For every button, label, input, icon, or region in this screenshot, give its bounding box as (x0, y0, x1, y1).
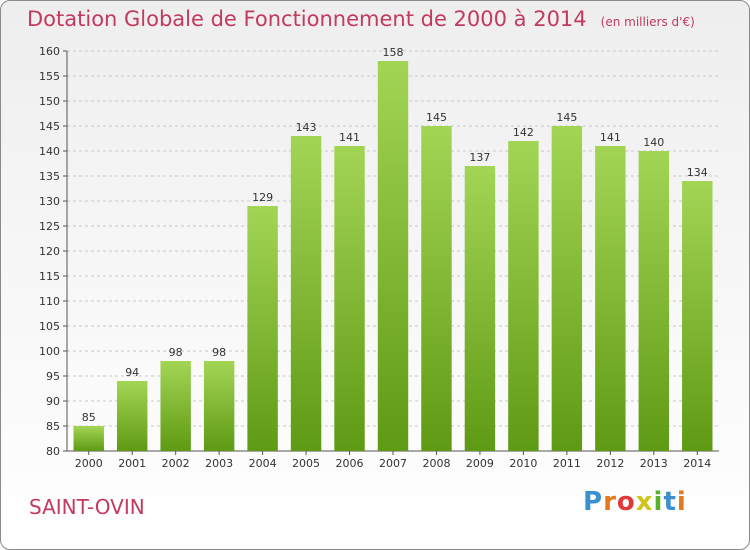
logo-letter: r (603, 487, 617, 517)
chart-title: Dotation Globale de Fonctionnement de 20… (27, 7, 695, 31)
logo-letter: o (616, 487, 636, 517)
bar-value-label: 98 (169, 346, 183, 359)
bar-value-label: 141 (600, 131, 621, 144)
y-tick-label: 115 (39, 270, 60, 283)
bar-value-label: 129 (252, 191, 273, 204)
bar (421, 126, 452, 451)
bar-value-label: 145 (556, 111, 577, 124)
y-tick-label: 140 (39, 145, 60, 158)
bar (595, 146, 626, 451)
bar-value-label: 137 (469, 151, 490, 164)
bar-value-label: 94 (125, 366, 139, 379)
bar (203, 361, 235, 451)
bar (160, 361, 191, 451)
bar (638, 151, 670, 451)
bar-value-label: 145 (426, 111, 447, 124)
x-tick-label: 2010 (509, 457, 537, 470)
bar (377, 61, 409, 451)
chart-title-text: Dotation Globale de Fonctionnement de 20… (27, 7, 587, 31)
x-tick-label: 2011 (553, 457, 581, 470)
x-tick-label: 2008 (422, 457, 450, 470)
y-tick-label: 125 (39, 220, 60, 233)
x-tick-label: 2006 (336, 457, 364, 470)
y-tick-label: 135 (39, 170, 60, 183)
x-tick-label: 2005 (292, 457, 320, 470)
x-tick-label: 2013 (640, 457, 668, 470)
bar (682, 181, 713, 451)
y-tick-label: 130 (39, 195, 60, 208)
logo-letter: x (635, 487, 654, 517)
y-tick-label: 80 (46, 445, 60, 458)
bar-value-label: 142 (513, 126, 534, 139)
logo-letter: i (653, 487, 664, 517)
y-tick-label: 100 (39, 345, 60, 358)
logo-letter: t (663, 487, 677, 517)
y-tick-label: 110 (39, 295, 60, 308)
y-tick-label: 85 (46, 420, 60, 433)
x-tick-label: 2002 (162, 457, 190, 470)
y-tick-label: 145 (39, 120, 60, 133)
y-tick-label: 90 (46, 395, 60, 408)
bar (73, 426, 104, 451)
y-tick-label: 155 (39, 70, 60, 83)
bar-value-label: 134 (687, 166, 708, 179)
x-tick-label: 2007 (379, 457, 407, 470)
bar (551, 126, 583, 451)
chart-unit: (en milliers d'€) (600, 15, 695, 29)
x-tick-label: 2001 (118, 457, 146, 470)
y-tick-label: 150 (39, 95, 60, 108)
proxiti-logo: Proxiti (583, 487, 687, 517)
x-tick-label: 2012 (596, 457, 624, 470)
bar-value-label: 141 (339, 131, 360, 144)
y-tick-label: 95 (46, 370, 60, 383)
logo-letter: i (676, 487, 687, 517)
x-tick-label: 2003 (205, 457, 233, 470)
bar (508, 141, 539, 451)
bar (334, 146, 365, 451)
x-tick-label: 2014 (683, 457, 711, 470)
x-tick-label: 2000 (75, 457, 103, 470)
y-tick-label: 160 (39, 45, 60, 58)
bar-value-label: 85 (82, 411, 96, 424)
bar (116, 381, 148, 451)
bar-value-label: 140 (643, 136, 664, 149)
bar-value-label: 98 (212, 346, 226, 359)
x-tick-label: 2004 (249, 457, 277, 470)
bar (464, 166, 496, 451)
y-tick-label: 105 (39, 320, 60, 333)
bar (247, 206, 278, 451)
bar-value-label: 143 (296, 121, 317, 134)
x-tick-label: 2009 (466, 457, 494, 470)
bar (290, 136, 322, 451)
bar-value-label: 158 (383, 46, 404, 59)
commune-name: SAINT-OVIN (29, 495, 145, 519)
y-tick-label: 120 (39, 245, 60, 258)
logo-letter: P (583, 487, 604, 517)
